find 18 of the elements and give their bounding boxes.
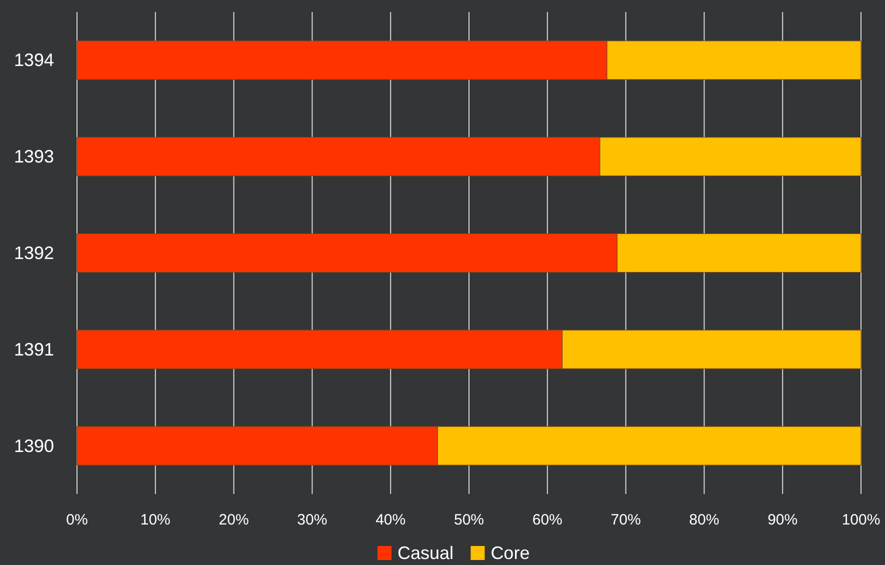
x-tick-label: 100% (842, 512, 880, 528)
x-tick-label: 40% (376, 512, 406, 528)
x-tick-label: 50% (454, 512, 484, 528)
x-tick-label: 10% (140, 512, 170, 528)
x-tick-label: 0% (66, 512, 88, 528)
x-tick-label: 60% (532, 512, 562, 528)
y-tick-label: 1391 (14, 339, 54, 360)
x-tick-label: 90% (768, 512, 798, 528)
x-tick-label: 80% (689, 512, 720, 528)
x-tick-label: 20% (218, 512, 249, 528)
x-tick-label: 30% (297, 512, 328, 528)
legend-label: Casual (398, 543, 454, 563)
y-tick-label: 1393 (14, 146, 54, 167)
y-tick-label: 1392 (14, 243, 54, 263)
y-tick-label: 1394 (14, 50, 54, 70)
y-tick-label: 1390 (14, 436, 54, 456)
x-tick-label: 70% (610, 512, 641, 528)
legend-label: Core (490, 543, 530, 563)
